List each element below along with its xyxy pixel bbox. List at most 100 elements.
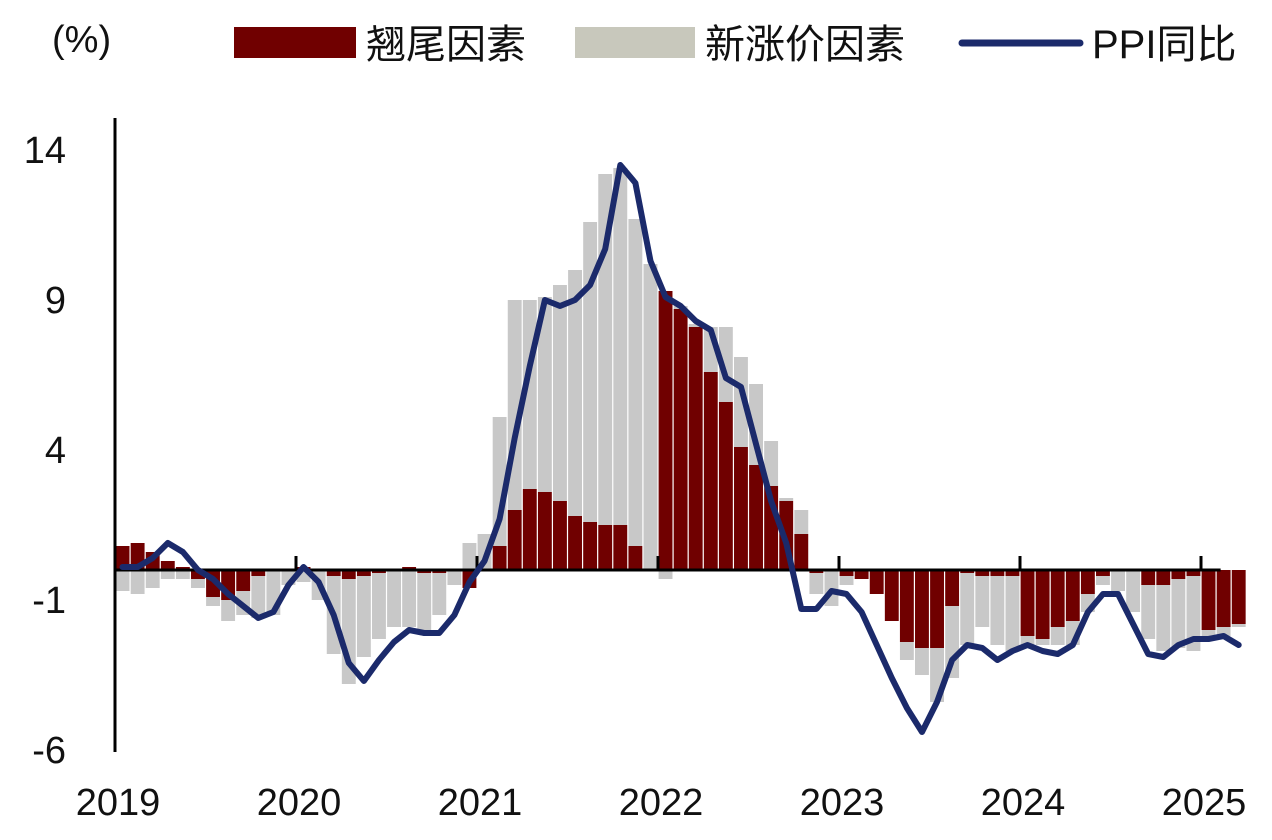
bar-new (794, 510, 809, 534)
bar-new (387, 570, 401, 627)
bar-new (221, 600, 236, 621)
bar-tail (1020, 570, 1035, 636)
bar-new (809, 573, 824, 594)
legend-label-new: 新涨价因素 (705, 23, 905, 67)
bar-tail (1231, 570, 1246, 624)
bar-tail (507, 510, 522, 570)
bar-new (975, 576, 990, 627)
bar-tail (583, 522, 598, 570)
y-tick-label: 14 (24, 130, 66, 172)
bar-new (1201, 630, 1216, 636)
bar-new (553, 285, 567, 501)
bar-tail (794, 534, 809, 570)
bar-new (206, 597, 220, 606)
bar-tail (522, 489, 537, 570)
bar-tail (718, 402, 733, 570)
bar-tail (568, 516, 582, 570)
x-tick-label: 2021 (438, 782, 523, 824)
legend-swatch-new (575, 27, 695, 58)
bar-new (447, 570, 462, 585)
bar-new (764, 441, 779, 486)
legend-label-ppi: PPI同比 (1092, 23, 1236, 67)
y-tick-label: -1 (32, 580, 66, 622)
bar-new (462, 543, 477, 570)
bar-tail (869, 570, 884, 594)
bar-tail (1065, 570, 1080, 621)
x-tick-label: 2024 (981, 782, 1066, 824)
bar-new (915, 648, 929, 675)
bar-new (251, 576, 266, 618)
bar-tail (658, 291, 673, 570)
bar-tail (613, 525, 628, 570)
bar-new (628, 219, 643, 546)
legend-swatch-tail (234, 27, 356, 58)
bar-tail (1050, 570, 1065, 627)
bar-new (537, 297, 552, 492)
bar-tail (191, 570, 205, 579)
bar-new (1050, 627, 1065, 645)
bar-new (356, 576, 371, 657)
bar-new (160, 570, 175, 579)
bar-tail (915, 570, 929, 648)
bar-new (1035, 639, 1050, 645)
bar-new (1111, 570, 1125, 591)
bar-new (643, 264, 658, 570)
bar-tail (945, 570, 960, 606)
bar-new (1096, 576, 1110, 585)
x-tick-label: 2019 (76, 782, 161, 824)
bar-new (1171, 579, 1186, 648)
bar-new (990, 576, 1005, 645)
bar-tail (598, 525, 613, 570)
bar-new (191, 579, 205, 588)
line-layer (119, 162, 1242, 735)
bar-new (734, 357, 748, 447)
bar-new (145, 570, 160, 588)
bar-tail (990, 570, 1005, 576)
bar-tail (884, 570, 899, 621)
bar-tail (930, 570, 944, 648)
ppi-line (119, 162, 1242, 735)
bar-new (779, 498, 794, 501)
bar-new (1156, 585, 1171, 651)
bar-tail (1201, 570, 1216, 630)
x-tick-label: 2020 (257, 782, 342, 824)
bar-new (749, 384, 763, 465)
bar-tail (734, 447, 748, 570)
bar-new (1005, 576, 1020, 651)
bar-tail (673, 309, 688, 570)
legend: (%) 翘尾因素 新涨价因素 PPI同比 (52, 19, 1236, 67)
bar-tail (537, 492, 552, 570)
bar-new (1126, 570, 1141, 612)
bar-tail (854, 570, 869, 579)
bar-new (1231, 624, 1246, 627)
bar-tail (628, 546, 643, 570)
bar-tail (492, 546, 507, 570)
bar-tail (1141, 570, 1156, 585)
bar-tail (341, 570, 356, 579)
bar-tail (1156, 570, 1171, 585)
bar-tail (688, 327, 703, 570)
bar-tail (1005, 570, 1020, 576)
bar-new (960, 573, 975, 645)
bar-tail (703, 372, 718, 570)
bar-new (417, 573, 432, 633)
bars-layer (115, 168, 1246, 702)
bar-new (899, 642, 914, 660)
bar-tail (839, 570, 854, 576)
bar-tail (1080, 570, 1095, 594)
bar-new (613, 168, 628, 525)
bar-tail (1216, 570, 1231, 627)
bar-tail (326, 570, 341, 576)
bar-new (568, 270, 582, 516)
y-tick-label: 9 (45, 280, 66, 322)
bar-tail (1171, 570, 1186, 579)
x-tick-label: 2025 (1162, 782, 1247, 824)
bar-tail (356, 570, 371, 576)
bar-tail (1035, 570, 1050, 639)
y-tick-label: -6 (32, 730, 66, 772)
bar-new (432, 573, 447, 615)
bar-new (372, 573, 386, 639)
x-tick-label: 2023 (800, 782, 885, 824)
bar-tail (160, 561, 175, 570)
